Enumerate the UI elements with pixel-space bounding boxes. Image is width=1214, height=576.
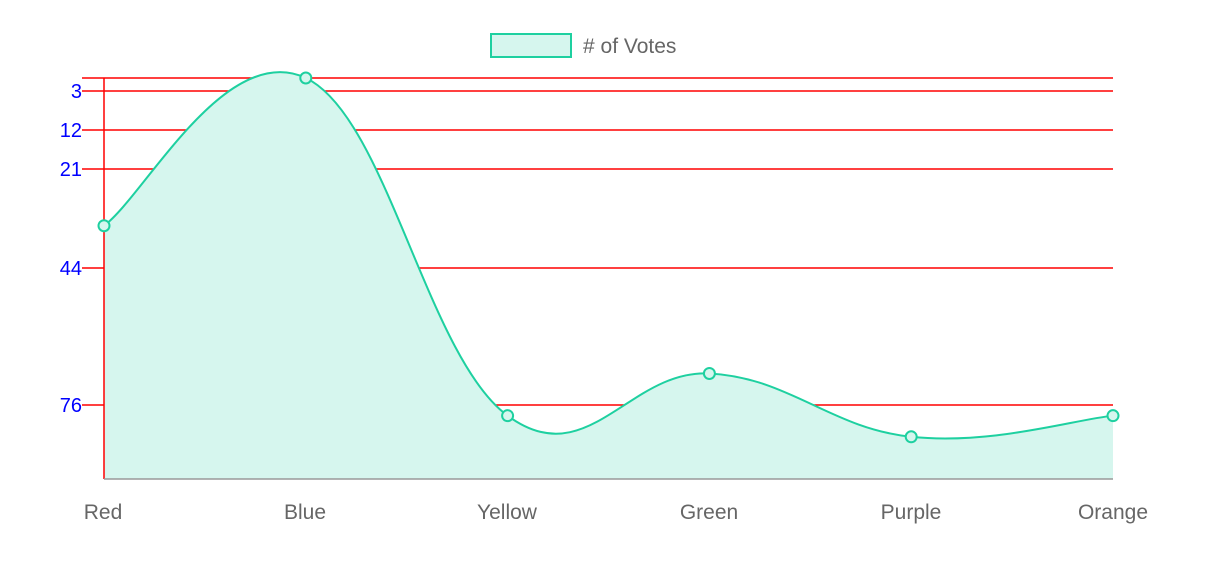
x-tick-label: Purple: [881, 501, 942, 524]
y-tick-label: 76: [60, 395, 82, 417]
y-tick-label: 21: [60, 159, 82, 181]
legend-swatch[interactable]: [490, 33, 572, 58]
y-tick-labels: 3 12 21 44 76: [60, 81, 82, 417]
data-points: [97, 71, 1120, 444]
data-point[interactable]: [904, 430, 918, 444]
x-tick-label: Orange: [1078, 501, 1148, 524]
x-tick-label: Red: [84, 501, 123, 524]
y-tick-label: 3: [71, 81, 82, 103]
series-area-fill: [104, 72, 1113, 479]
data-point[interactable]: [702, 366, 716, 380]
y-tick-label: 12: [60, 120, 82, 142]
legend[interactable]: # of Votes: [490, 33, 676, 58]
data-point[interactable]: [501, 409, 515, 423]
data-point[interactable]: [1106, 409, 1120, 423]
x-tick-label: Blue: [284, 501, 326, 524]
axes: [103, 78, 1113, 480]
series-area-layer: [103, 71, 1114, 479]
x-tick-labels: Red Blue Yellow Green Purple Orange: [84, 501, 1148, 524]
data-point[interactable]: [97, 219, 111, 233]
data-point[interactable]: [299, 71, 313, 85]
legend-label: # of Votes: [583, 35, 676, 58]
x-tick-label: Yellow: [477, 501, 538, 524]
y-tick-label: 44: [60, 258, 82, 280]
x-tick-label: Green: [680, 501, 738, 524]
